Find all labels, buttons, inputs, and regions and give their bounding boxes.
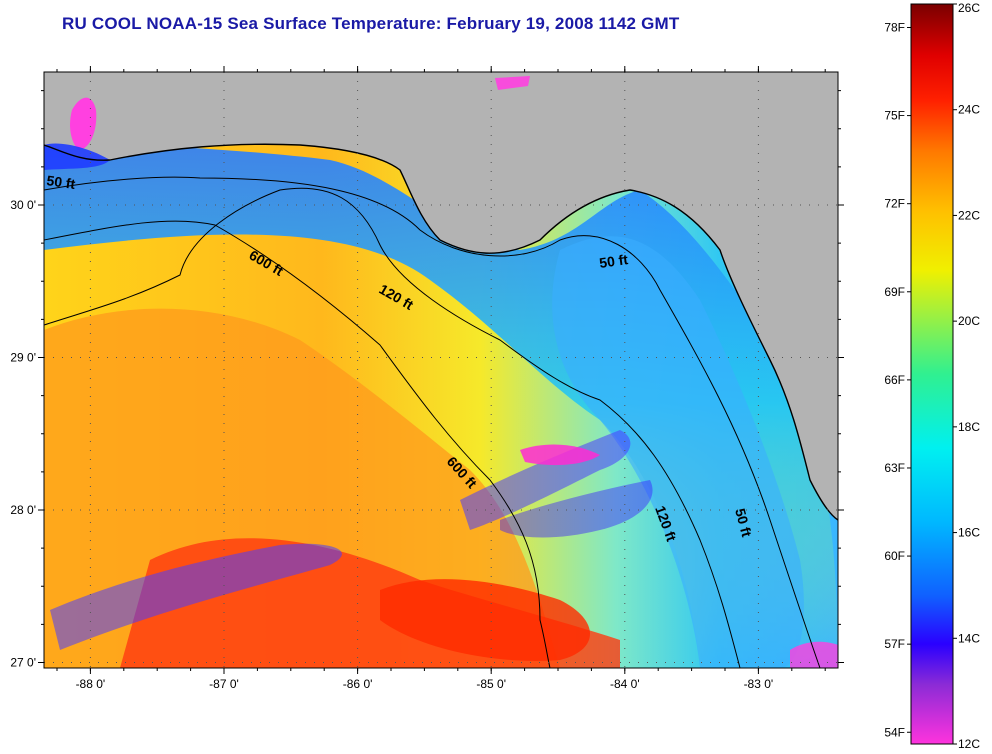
colorbar-gradient <box>910 3 954 745</box>
colorbar-f-label: 54F <box>884 725 905 739</box>
colorbar-f-label: 69F <box>884 285 905 299</box>
lat-label: 28 0' <box>10 503 36 517</box>
contour-label: 50 ft <box>598 251 629 271</box>
map-frame <box>43 71 839 669</box>
grid <box>44 72 838 668</box>
isobath-50ft <box>44 176 821 668</box>
lon-label: -83 0' <box>744 677 774 691</box>
longitude-labels: -88 0' -87 0' -86 0' -85 0' -84 0' -83 0' <box>76 677 774 691</box>
colorbar-f-label: 78F <box>884 20 905 34</box>
lat-label: 29 0' <box>10 351 36 365</box>
cloud-streak <box>50 543 342 650</box>
contour-label: 50 ft <box>732 507 755 539</box>
colorbar-f-label: 72F <box>884 197 905 211</box>
colorbar-c-label: 24C <box>958 103 980 117</box>
lon-label: -87 0' <box>209 677 239 691</box>
map-title: RU COOL NOAA-15 Sea Surface Temperature:… <box>62 14 680 33</box>
land <box>44 72 838 520</box>
colorbar-c-label: 14C <box>958 631 980 645</box>
lon-label: -85 0' <box>476 677 506 691</box>
colorbar: 78F 75F 72F 69F 66F 63F 60F 57F 54F 26C 24C 22C 20C… <box>884 1 980 751</box>
colorbar-fahrenheit-labels: 78F 75F 72F 69F 66F 63F 60F 57F 54F <box>884 20 911 739</box>
mobile-bay <box>70 97 97 150</box>
latitude-labels: 30 0' 29 0' 28 0' 27 0' <box>10 198 36 670</box>
colorbar-c-label: 12C <box>958 737 980 751</box>
lon-label: -88 0' <box>76 677 106 691</box>
colorbar-f-label: 60F <box>884 549 905 563</box>
colorbar-f-label: 57F <box>884 637 905 651</box>
lon-label: -84 0' <box>610 677 640 691</box>
isobath-600ft <box>44 220 551 668</box>
axis-ticks <box>38 66 844 674</box>
lat-label: 27 0' <box>10 656 36 670</box>
colorbar-c-label: 16C <box>958 526 980 540</box>
lon-label: -86 0' <box>343 677 373 691</box>
colorbar-f-label: 66F <box>884 373 905 387</box>
isobath-120ft <box>44 187 741 668</box>
contour-label: 50 ft <box>46 172 77 192</box>
colorbar-c-label: 20C <box>958 314 980 328</box>
colorbar-c-label: 26C <box>958 1 980 15</box>
colorbar-celsius-labels: 26C 24C 22C 20C 18C 16C 14C 12C <box>953 1 980 751</box>
coastline <box>44 143 838 521</box>
colorbar-c-label: 22C <box>958 208 980 222</box>
lat-label: 30 0' <box>10 198 36 212</box>
colorbar-f-label: 63F <box>884 461 905 475</box>
colorbar-f-label: 75F <box>884 109 905 123</box>
colorbar-c-label: 18C <box>958 420 980 434</box>
